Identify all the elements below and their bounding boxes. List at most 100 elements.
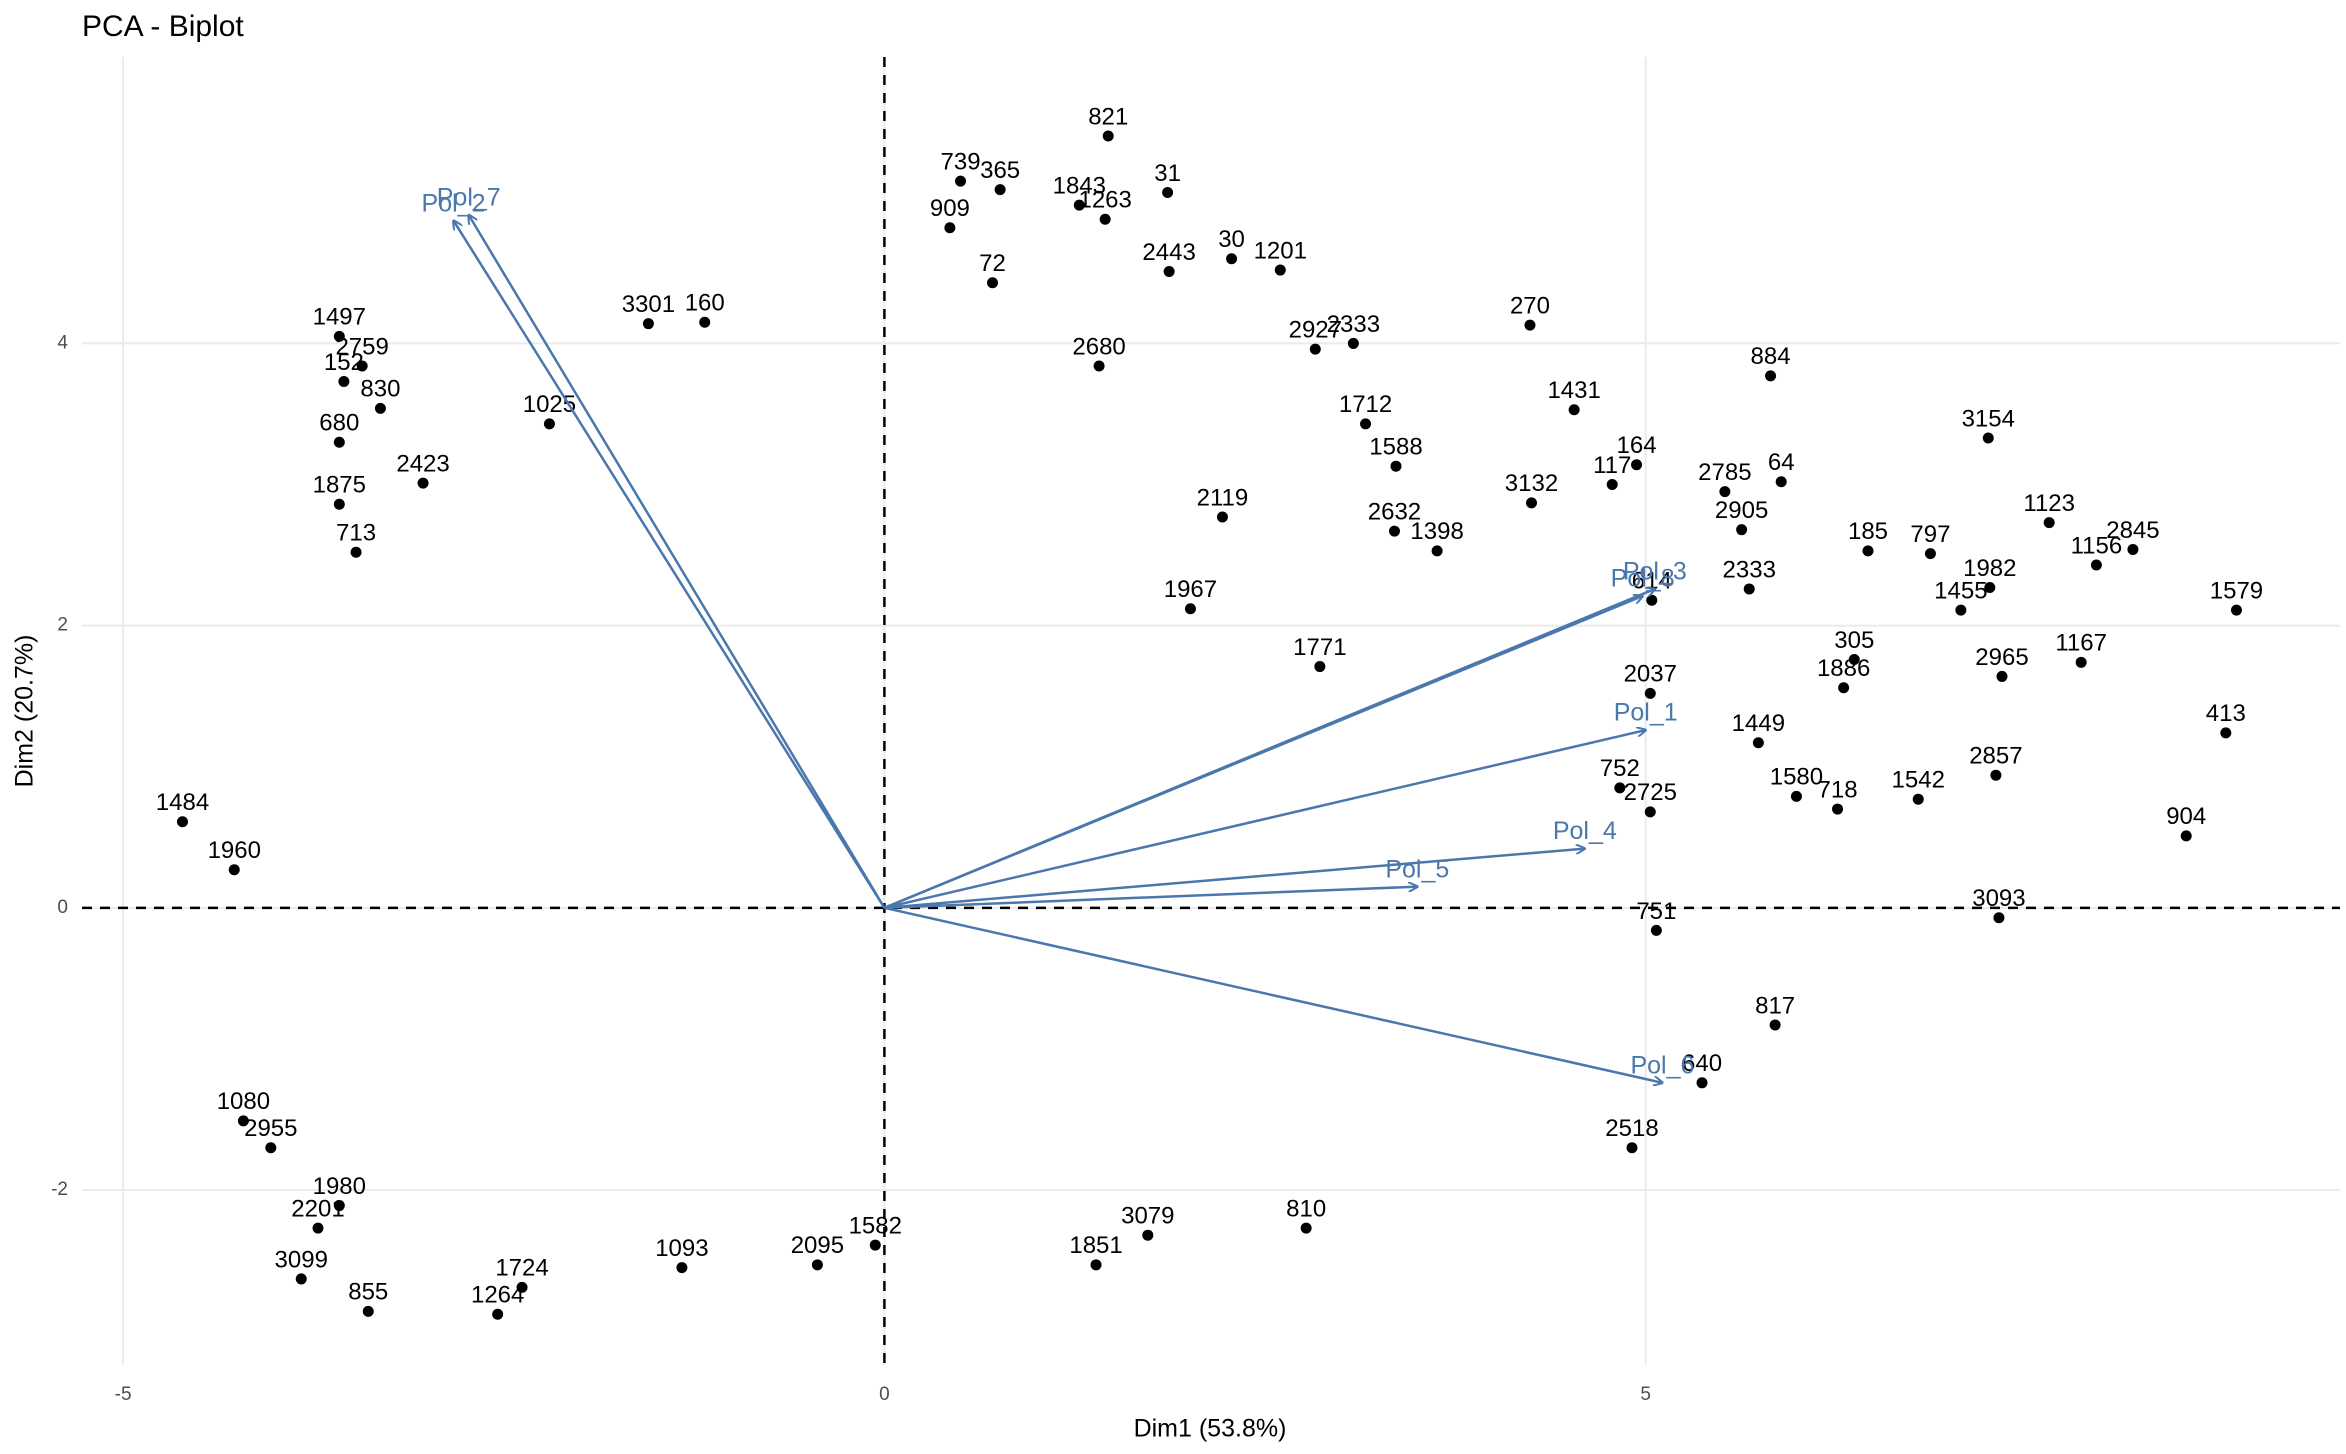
point xyxy=(1832,803,1844,815)
point xyxy=(1752,737,1764,749)
point xyxy=(699,316,711,328)
point xyxy=(1184,603,1196,615)
point xyxy=(1142,1229,1154,1241)
point xyxy=(1626,1142,1638,1154)
point xyxy=(295,1273,307,1285)
point-label: 718 xyxy=(1818,776,1858,803)
point xyxy=(1736,524,1748,536)
point xyxy=(1765,370,1777,382)
point-label: 72 xyxy=(979,250,1006,277)
loading-arrow xyxy=(883,596,1642,909)
point xyxy=(1696,1077,1708,1089)
loading-label: Pol_3 xyxy=(1623,558,1687,586)
point xyxy=(1912,793,1924,805)
x-axis-title: Dim1 (53.8%) xyxy=(1134,1415,1287,1443)
point-label: 2333 xyxy=(1327,311,1380,338)
x-tick-label: -5 xyxy=(115,1384,132,1405)
point xyxy=(1848,653,1860,665)
point xyxy=(1099,213,1111,225)
point-label: 2759 xyxy=(335,333,388,360)
point xyxy=(2043,517,2055,529)
point-label: 1982 xyxy=(1963,555,2016,582)
point-label: 713 xyxy=(336,520,376,547)
point xyxy=(2127,543,2139,555)
point-label: 1843 xyxy=(1053,172,1106,199)
point xyxy=(1650,924,1662,936)
point-label: 1588 xyxy=(1369,434,1422,461)
point-label: 2095 xyxy=(791,1232,844,1259)
loading-label: Pol_5 xyxy=(1385,855,1449,883)
point-label: 2423 xyxy=(396,450,449,477)
loading-label: Pol_4 xyxy=(1553,817,1617,845)
point xyxy=(417,477,429,489)
point-label: 751 xyxy=(1636,898,1676,925)
point xyxy=(1790,790,1802,802)
point-label: 2725 xyxy=(1624,779,1677,806)
point-label: 270 xyxy=(1510,292,1550,319)
point xyxy=(1388,525,1400,537)
point xyxy=(333,1200,345,1212)
point xyxy=(2230,604,2242,616)
point-label: 1025 xyxy=(523,391,576,418)
point xyxy=(1990,769,2002,781)
loading-arrow xyxy=(884,849,1584,910)
loading-arrow xyxy=(884,906,1662,1083)
point xyxy=(333,330,345,342)
point xyxy=(1775,476,1787,488)
point-label: 413 xyxy=(2206,700,2246,727)
point xyxy=(333,498,345,510)
point-label: 305 xyxy=(1834,627,1874,654)
point xyxy=(1984,582,1996,594)
point-label: 3099 xyxy=(275,1246,328,1273)
point xyxy=(312,1222,324,1234)
point-label: 2680 xyxy=(1072,333,1125,360)
y-tick-label: 4 xyxy=(57,332,68,353)
point-label: 1156 xyxy=(2071,532,2123,559)
point xyxy=(1524,319,1536,331)
point xyxy=(1862,545,1874,557)
point xyxy=(1093,360,1105,372)
y-tick-label: 0 xyxy=(57,897,68,918)
x-tick-label: 0 xyxy=(879,1384,890,1405)
point-label: 904 xyxy=(2166,803,2206,830)
point xyxy=(955,175,967,187)
point xyxy=(1631,459,1643,471)
point-label: 2955 xyxy=(244,1115,297,1142)
point xyxy=(1526,497,1538,509)
point-label: 117 xyxy=(1593,452,1631,479)
point-label: 1264 xyxy=(471,1282,524,1309)
point xyxy=(1162,186,1174,198)
point-label: 365 xyxy=(980,157,1020,184)
point xyxy=(869,1239,881,1251)
point-label: 3093 xyxy=(1972,885,2025,912)
point xyxy=(338,376,350,388)
point-label: 2037 xyxy=(1624,661,1677,688)
point xyxy=(1274,264,1286,276)
point xyxy=(1568,404,1580,416)
point xyxy=(1360,418,1372,430)
point-label: 2905 xyxy=(1715,497,1768,524)
point-label: 1967 xyxy=(1164,576,1217,603)
point-label: 909 xyxy=(930,195,970,222)
point-label: 752 xyxy=(1600,755,1640,782)
point xyxy=(811,1259,823,1271)
point-label: 2927 xyxy=(1289,316,1342,343)
point xyxy=(1309,343,1321,355)
loading-arrow xyxy=(469,215,886,909)
point-label: 1542 xyxy=(1892,767,1945,794)
point-label: 1431 xyxy=(1547,377,1600,404)
y-tick-label: 2 xyxy=(57,615,68,636)
point xyxy=(1390,460,1402,472)
point xyxy=(1982,432,1994,444)
point xyxy=(987,277,999,289)
point-label: 1771 xyxy=(1293,634,1346,661)
point xyxy=(1955,604,1967,616)
loading-label: Pol_6 xyxy=(1630,1051,1694,1079)
loading-label: Pol_7 xyxy=(437,184,501,212)
point-label: 31 xyxy=(1154,160,1181,187)
point xyxy=(1996,670,2008,682)
point-label: 1167 xyxy=(2055,630,2107,657)
point-label: 1080 xyxy=(217,1088,270,1115)
y-axis-title: Dim2 (20.7%) xyxy=(11,635,39,788)
loading-label: Pol_2 xyxy=(422,189,486,217)
